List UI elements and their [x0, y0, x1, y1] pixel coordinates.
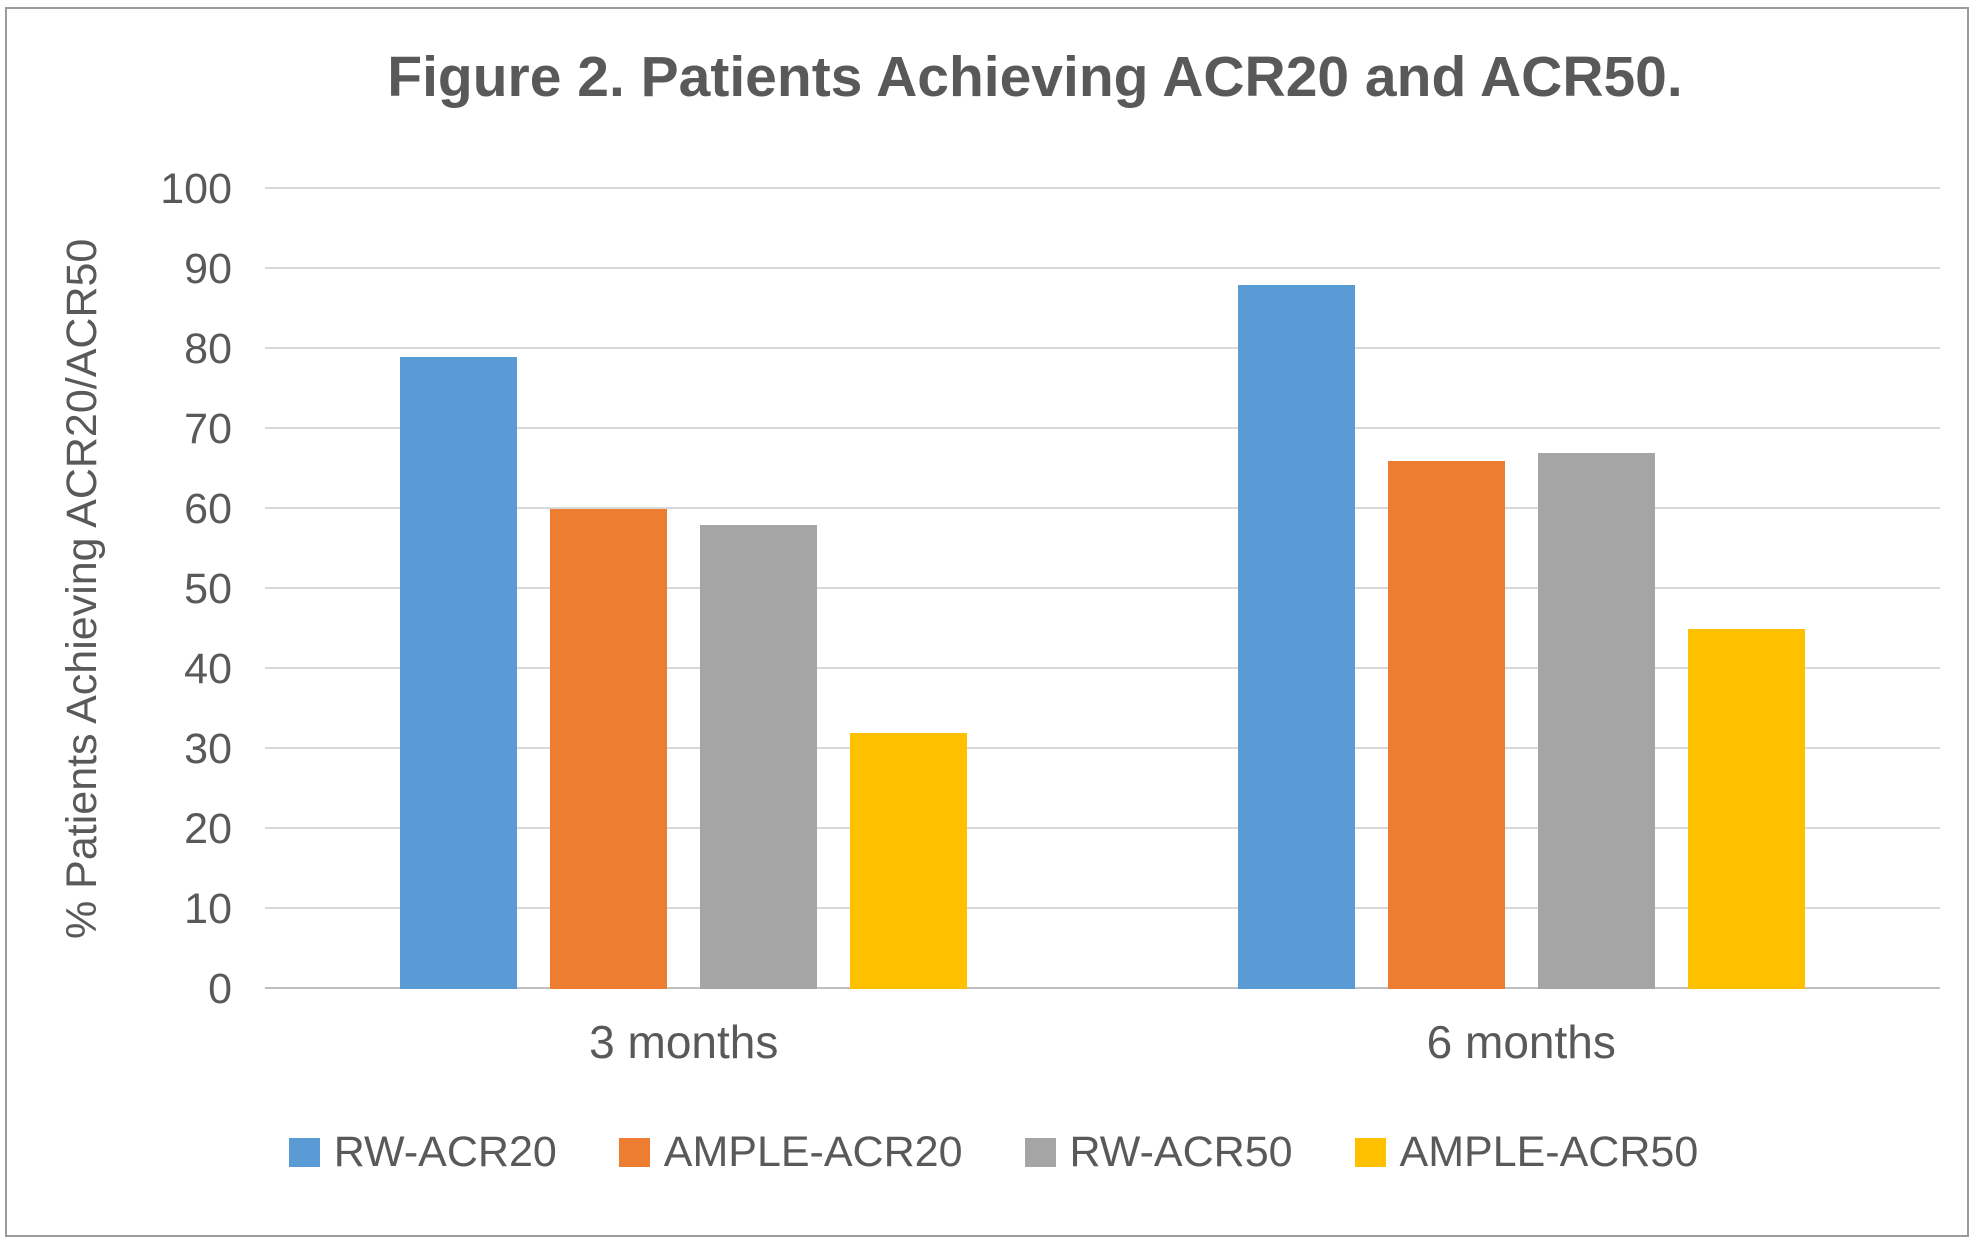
plot-area [265, 187, 1941, 989]
legend-item-rw-acr50: RW-ACR50 [1024, 1128, 1293, 1177]
y-tick-label-50: 50 [184, 565, 232, 613]
y-tick-label-20: 20 [184, 805, 232, 853]
y-tick-label-0: 0 [208, 965, 232, 1013]
y-tick-label-80: 80 [184, 325, 232, 373]
x-category-label-6-months: 6 months [1426, 1016, 1616, 1068]
legend-label-ample-acr50: AMPLE-ACR50 [1399, 1128, 1699, 1176]
y-tick-label-40: 40 [184, 645, 232, 693]
bar-ample-acr50-6-months [1687, 629, 1805, 989]
y-tick-label-30: 30 [184, 725, 232, 773]
bar-rw-acr50-6-months [1537, 453, 1655, 989]
bar-group-6-months [1103, 189, 1941, 989]
legend-label-ample-acr20: AMPLE-ACR20 [663, 1128, 963, 1176]
legend-swatch-ample-acr50 [1354, 1138, 1386, 1167]
gridline-50 [265, 587, 1940, 589]
legend-swatch-ample-acr20 [618, 1138, 650, 1167]
legend-label-rw-acr20: RW-ACR20 [333, 1128, 557, 1176]
gridline-30 [265, 747, 1940, 749]
gridline-90 [265, 267, 1940, 269]
bar-ample-acr50-3-months [850, 733, 968, 989]
legend-swatch-rw-acr50 [1024, 1138, 1056, 1167]
chart-title: Figure 2. Patients Achieving ACR20 and A… [387, 45, 1683, 109]
y-tick-label-90: 90 [184, 245, 232, 293]
bar-ample-acr20-3-months [550, 509, 668, 989]
bar-rw-acr50-3-months [700, 525, 818, 989]
legend-label-rw-acr50: RW-ACR50 [1069, 1128, 1293, 1176]
bar-ample-acr20-6-months [1387, 461, 1505, 989]
legend-swatch-rw-acr20 [288, 1138, 320, 1167]
y-tick-label-70: 70 [184, 405, 232, 453]
gridline-60 [265, 507, 1940, 509]
y-tick-label-60: 60 [184, 485, 232, 533]
bar-rw-acr20-3-months [400, 357, 518, 989]
legend-item-ample-acr50: AMPLE-ACR50 [1354, 1128, 1699, 1177]
x-axis-line [265, 987, 1940, 989]
y-axis-title: % Patients Achieving ACR20/ACR50 [58, 238, 106, 940]
gridline-70 [265, 427, 1940, 429]
legend: RW-ACR20 AMPLE-ACR20 RW-ACR50 AMPLE-ACR50 [0, 1128, 1987, 1177]
gridline-100 [265, 187, 1940, 189]
bar-rw-acr20-6-months [1237, 285, 1355, 989]
legend-item-ample-acr20: AMPLE-ACR20 [618, 1128, 963, 1177]
gridline-40 [265, 667, 1940, 669]
y-tick-label-10: 10 [184, 885, 232, 933]
bar-group-3-months [265, 189, 1103, 989]
legend-item-rw-acr20: RW-ACR20 [288, 1128, 557, 1177]
y-tick-label-100: 100 [160, 165, 232, 213]
gridline-80 [265, 347, 1940, 349]
x-category-label-3-months: 3 months [589, 1016, 779, 1068]
gridline-10 [265, 907, 1940, 909]
gridline-20 [265, 827, 1940, 829]
